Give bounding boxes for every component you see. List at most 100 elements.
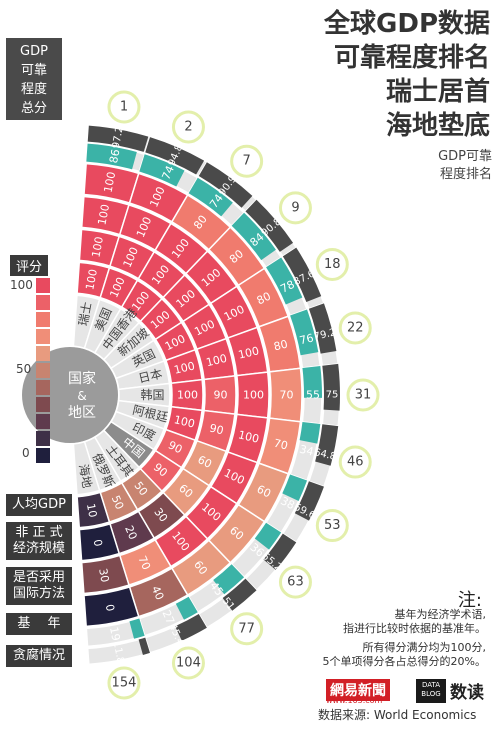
score-label: 100 bbox=[177, 389, 198, 402]
score-label: 27 bbox=[159, 608, 177, 626]
score-label: 60 bbox=[255, 483, 273, 501]
legend-colorbar bbox=[36, 278, 50, 463]
rank-label: 46 bbox=[347, 455, 364, 470]
corruption-bar bbox=[254, 522, 282, 550]
gdp-score-label: 11.8 bbox=[111, 641, 126, 665]
score-cell bbox=[85, 617, 146, 648]
gdp-score-label: 75 bbox=[326, 390, 339, 401]
score-label: 74 bbox=[159, 164, 177, 182]
rank-badge bbox=[171, 110, 205, 144]
rank-label: 22 bbox=[347, 320, 364, 335]
score-label: 100 bbox=[83, 268, 100, 291]
gdp-score-bar bbox=[145, 137, 205, 175]
score-cell bbox=[83, 586, 140, 628]
score-label: 86 bbox=[107, 148, 122, 164]
gdp-rank-label: GDP可靠 程度排名 bbox=[420, 148, 492, 184]
row-label-base: 基 年 bbox=[6, 613, 72, 635]
score-label: 20 bbox=[122, 524, 140, 542]
score-label: 100 bbox=[95, 203, 112, 226]
country-cell bbox=[72, 440, 101, 496]
note-title: 注: bbox=[457, 590, 482, 611]
row-label-per-capita: 人均GDP bbox=[6, 494, 72, 516]
score-label: 19 bbox=[107, 626, 122, 642]
note-line: 指进行比较时依据的基准年。 bbox=[343, 622, 486, 635]
note-line: 所有得分满分均为100分, bbox=[362, 641, 487, 654]
gdp-score-bar bbox=[294, 481, 324, 521]
legend-swatch bbox=[36, 346, 50, 361]
title-line-4: 海地垫底 bbox=[385, 111, 490, 141]
country-label: 海地 bbox=[76, 463, 95, 489]
datablog-logo: DATA BLOG bbox=[416, 679, 446, 703]
score-label: 100 bbox=[173, 359, 196, 376]
score-label: 50 bbox=[109, 493, 127, 511]
score-label: 80 bbox=[272, 338, 289, 354]
gdp-score-bar bbox=[222, 578, 257, 611]
score-label: 0 bbox=[103, 603, 117, 612]
corruption-bar bbox=[213, 564, 245, 595]
legend-swatch bbox=[36, 380, 50, 395]
center-label: 国家 bbox=[68, 370, 96, 387]
corruption-bar bbox=[139, 154, 185, 187]
gdp-score-bar bbox=[322, 363, 340, 411]
score-cell bbox=[78, 523, 121, 562]
score-label: 100 bbox=[102, 171, 119, 194]
rank-label: 7 bbox=[243, 154, 251, 169]
score-label: 90 bbox=[208, 422, 225, 438]
legend-swatch bbox=[36, 312, 50, 327]
gdp-score-bar bbox=[263, 533, 297, 570]
legend-tick-50: 50 bbox=[16, 362, 32, 376]
corruption-bar bbox=[302, 365, 323, 398]
note-line: 基年为经济学术语, bbox=[394, 608, 487, 621]
corruption-bar bbox=[299, 421, 321, 444]
rank-badge bbox=[338, 311, 372, 345]
rank-badge bbox=[278, 191, 312, 225]
country-label: 瑞士 bbox=[76, 301, 94, 327]
corruption-bar bbox=[175, 596, 198, 620]
center-label: & bbox=[77, 389, 86, 403]
rank-badge bbox=[230, 612, 264, 646]
legend-swatch bbox=[36, 278, 50, 293]
score-label: 100 bbox=[237, 344, 260, 361]
legend-swatch bbox=[36, 363, 50, 378]
country-label: 日本 bbox=[137, 367, 164, 386]
title-line-3: 瑞士居首 bbox=[385, 77, 490, 107]
gdp-score-bar bbox=[308, 303, 337, 354]
gdp-score-cell bbox=[86, 636, 151, 666]
rank-label: 63 bbox=[287, 575, 304, 590]
score-label: 100 bbox=[243, 389, 264, 402]
gdp-rank-label-line: GDP可靠 bbox=[438, 149, 492, 164]
note-line: 5个单项得分各占总得分的20%。 bbox=[322, 655, 486, 668]
score-label: 70 bbox=[272, 437, 289, 453]
legend-title: 评分 bbox=[10, 255, 49, 276]
rank-badge bbox=[171, 646, 205, 680]
row-label-intl: 是否采用 国际方法 bbox=[6, 567, 72, 605]
legend-swatch bbox=[36, 431, 50, 446]
score-label: 100 bbox=[237, 428, 260, 445]
score-label: 70 bbox=[135, 554, 153, 572]
rank-badge bbox=[338, 445, 372, 479]
legend-swatch bbox=[36, 397, 50, 412]
score-label: 60 bbox=[196, 453, 214, 471]
row-label-corruption: 贪腐情况 bbox=[6, 645, 72, 667]
row-label-informal: 非 正 式 经济规模 bbox=[6, 522, 72, 560]
rank-label: 53 bbox=[324, 518, 341, 533]
rank-badge bbox=[278, 565, 312, 599]
corruption-bar bbox=[290, 309, 319, 356]
gdp-score-label-line: 程度 bbox=[20, 82, 47, 97]
rank-label: 77 bbox=[238, 621, 255, 636]
gdp-score-bar bbox=[315, 424, 339, 466]
gdp-score-label-line: GDP bbox=[20, 44, 48, 59]
legend-tick-0: 0 bbox=[22, 446, 30, 460]
gdp-score-bar bbox=[282, 247, 322, 302]
corruption-bar bbox=[231, 212, 276, 261]
gdp-score-label: 97.2 bbox=[111, 126, 126, 150]
gdp-score-bar bbox=[138, 637, 150, 655]
score-label: 80 bbox=[255, 290, 273, 308]
score-label: 100 bbox=[89, 236, 106, 259]
gdp-score-bar bbox=[198, 162, 253, 208]
rank-label: 2 bbox=[184, 120, 192, 135]
legend-swatch bbox=[36, 448, 50, 463]
corruption-bar bbox=[188, 177, 233, 217]
rank-label: 31 bbox=[355, 388, 372, 403]
score-label: 76 bbox=[298, 331, 315, 347]
